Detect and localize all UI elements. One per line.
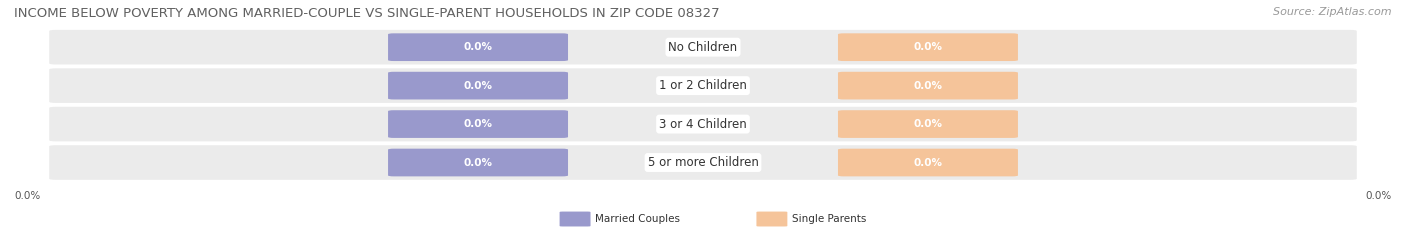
Text: 0.0%: 0.0% [914,42,942,52]
FancyBboxPatch shape [838,110,1018,138]
Text: 1 or 2 Children: 1 or 2 Children [659,79,747,92]
FancyBboxPatch shape [838,33,1018,61]
Text: 3 or 4 Children: 3 or 4 Children [659,118,747,130]
FancyBboxPatch shape [388,149,568,176]
Text: 0.0%: 0.0% [464,158,492,168]
FancyBboxPatch shape [560,212,591,226]
Text: Married Couples: Married Couples [595,214,679,224]
Text: Single Parents: Single Parents [792,214,866,224]
Text: 0.0%: 0.0% [914,158,942,168]
FancyBboxPatch shape [49,30,1357,65]
Text: Source: ZipAtlas.com: Source: ZipAtlas.com [1274,7,1392,17]
Text: 0.0%: 0.0% [464,42,492,52]
Text: 5 or more Children: 5 or more Children [648,156,758,169]
FancyBboxPatch shape [388,33,568,61]
Text: 0.0%: 0.0% [1365,191,1392,201]
FancyBboxPatch shape [388,110,568,138]
Text: 0.0%: 0.0% [914,81,942,91]
FancyBboxPatch shape [49,107,1357,141]
Text: No Children: No Children [668,41,738,54]
FancyBboxPatch shape [838,149,1018,176]
FancyBboxPatch shape [756,212,787,226]
Text: 0.0%: 0.0% [464,119,492,129]
FancyBboxPatch shape [838,72,1018,99]
Text: INCOME BELOW POVERTY AMONG MARRIED-COUPLE VS SINGLE-PARENT HOUSEHOLDS IN ZIP COD: INCOME BELOW POVERTY AMONG MARRIED-COUPL… [14,7,720,20]
Text: 0.0%: 0.0% [914,119,942,129]
FancyBboxPatch shape [49,145,1357,180]
Text: 0.0%: 0.0% [14,191,41,201]
FancyBboxPatch shape [49,68,1357,103]
Text: 0.0%: 0.0% [464,81,492,91]
FancyBboxPatch shape [388,72,568,99]
